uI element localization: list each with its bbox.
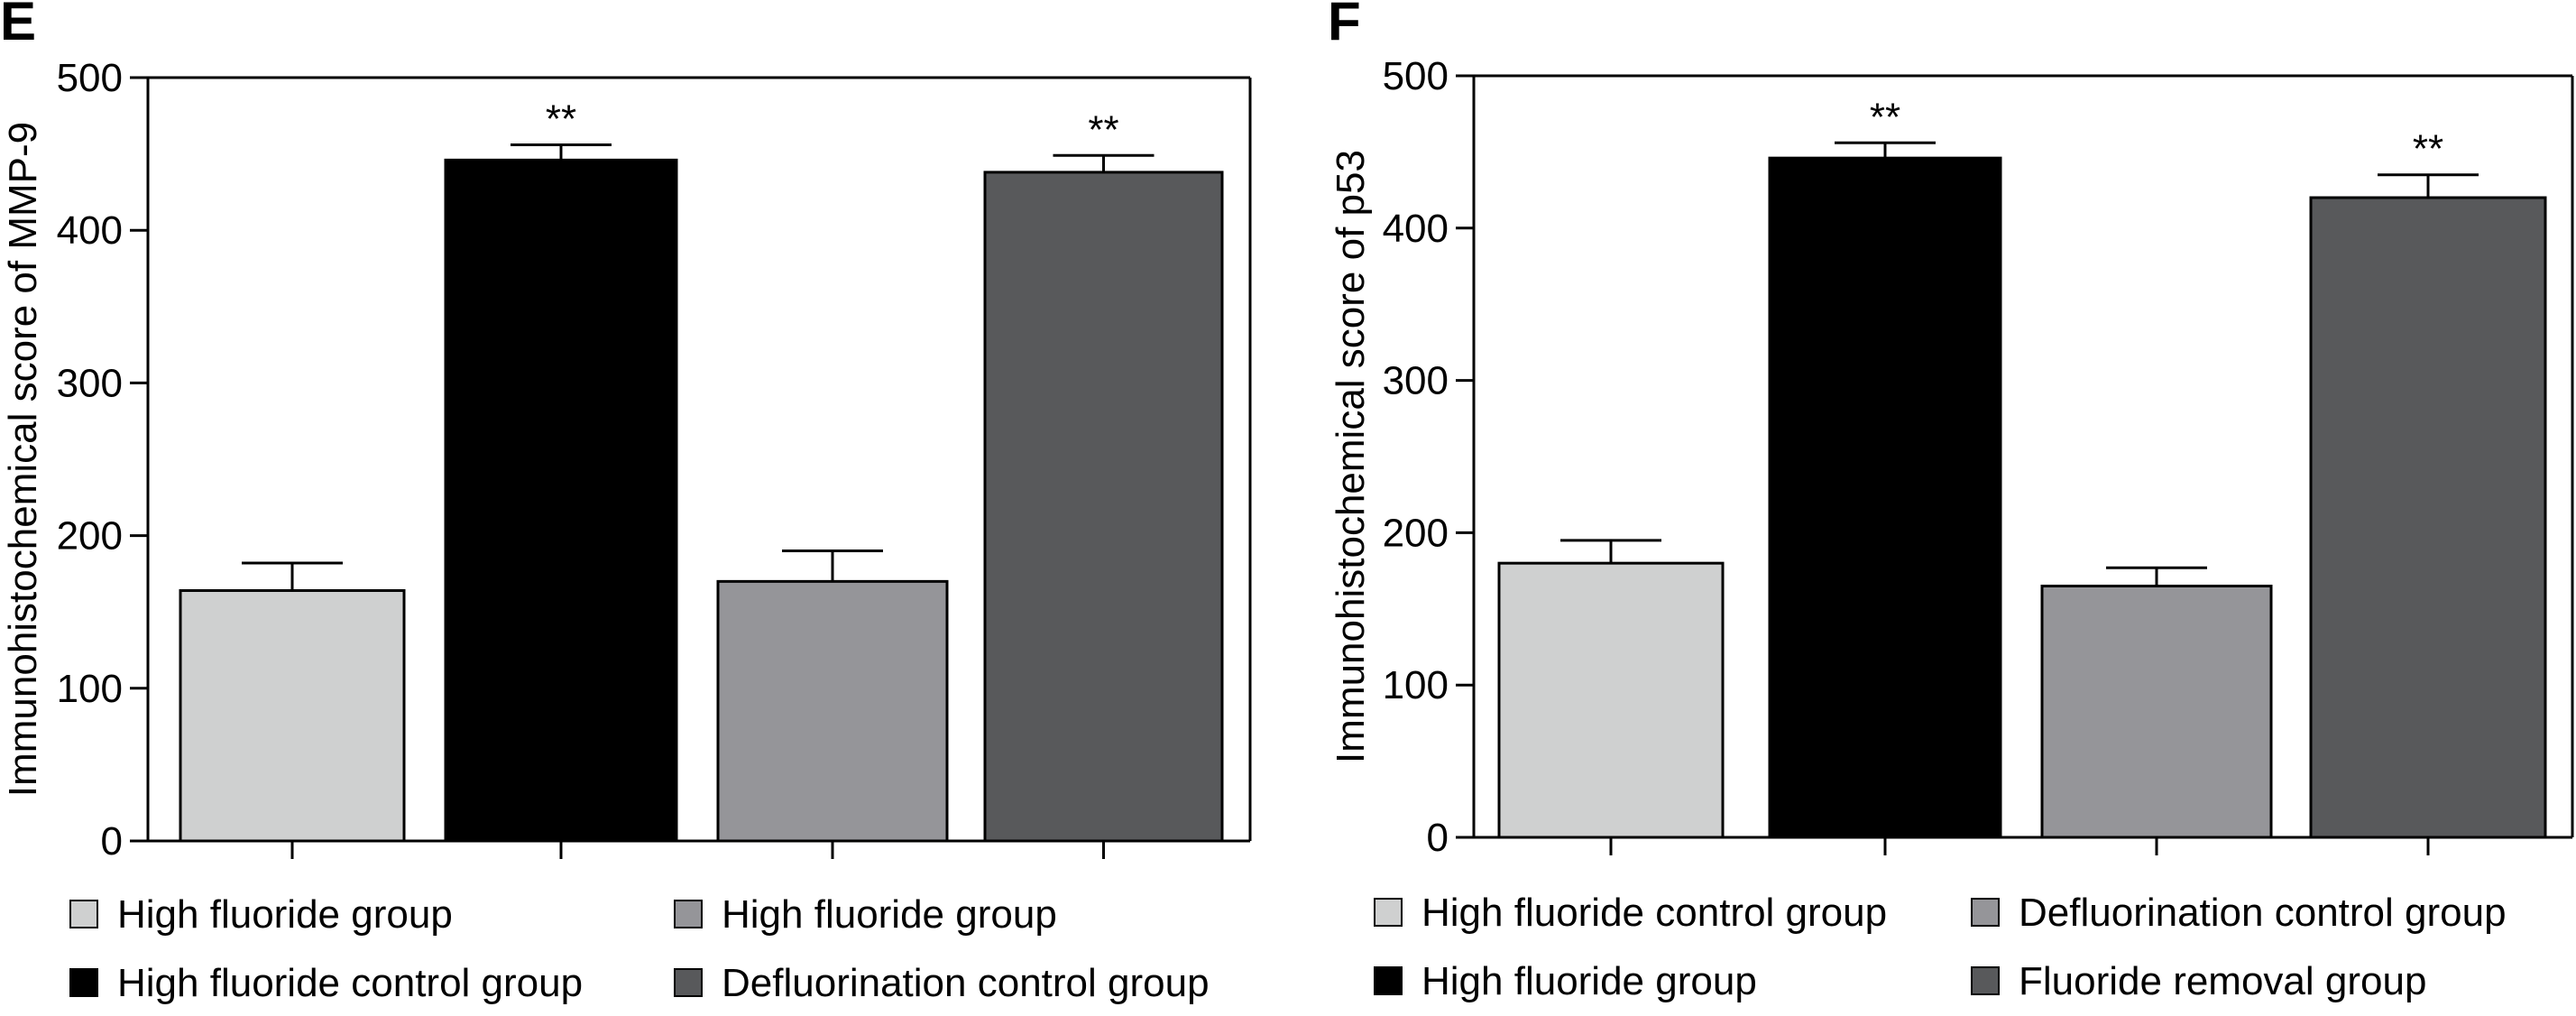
bar (2309, 196, 2547, 839)
legend-label: High fluoride group (1421, 959, 1757, 1003)
y-tick-label: 400 (57, 208, 123, 253)
legend-label: Defluorination control group (722, 961, 1210, 1005)
bar (444, 158, 678, 843)
y-tick-label: 400 (1383, 207, 1449, 251)
significance-label: ** (2413, 127, 2443, 171)
y-tick-label: 500 (57, 56, 123, 100)
significance-label: ** (1088, 107, 1118, 152)
bar (1768, 156, 2002, 839)
y-axis-title: Immunohistochemical score of MMP-9 (1, 122, 45, 797)
legend-swatch (1374, 966, 1403, 995)
chart-panel-e: E 0 100 200 300 400 500 Immunohistochemical sco… (0, 0, 1252, 1005)
legend-label: Fluoride removal group (2019, 959, 2426, 1003)
legend-swatch (1374, 898, 1403, 927)
legend-label: High fluoride control group (117, 961, 583, 1005)
panel-letter: F (1328, 0, 1361, 51)
y-tick-label: 0 (1427, 816, 1449, 860)
bar (983, 171, 1224, 843)
y-axis-title: Immunohistochemical score of p53 (1329, 150, 1373, 763)
y-tick-label: 300 (57, 361, 123, 405)
legend-swatch (69, 968, 98, 997)
y-tick-label: 100 (57, 667, 123, 711)
legend-label: High fluoride group (117, 892, 453, 937)
legend-swatch (69, 900, 98, 928)
y-tick-label: 500 (1383, 54, 1449, 98)
significance-label: ** (546, 97, 576, 141)
legend-swatch (1971, 898, 2000, 927)
bar (2040, 584, 2273, 839)
y-tick-label: 200 (57, 514, 123, 559)
significance-label: ** (1870, 95, 1900, 139)
legend-label: Defluorination control group (2019, 891, 2507, 935)
legend-swatch (674, 968, 703, 997)
bar (716, 579, 949, 843)
legend-swatch (674, 900, 703, 928)
y-tick-label: 200 (1383, 511, 1449, 555)
bar (1497, 561, 1725, 839)
legend-label: High fluoride control group (1421, 891, 1887, 935)
bar (179, 589, 406, 843)
legend-swatch (1971, 966, 2000, 995)
legend-label: High fluoride group (722, 892, 1057, 937)
panel-letter: E (0, 0, 36, 51)
y-tick-label: 100 (1383, 663, 1449, 707)
chart-panel-f: F 0 100 200 300 400 500 Immunohistochemical sco… (1328, 0, 2574, 1003)
y-tick-label: 300 (1383, 359, 1449, 403)
y-tick-label: 0 (101, 819, 123, 864)
